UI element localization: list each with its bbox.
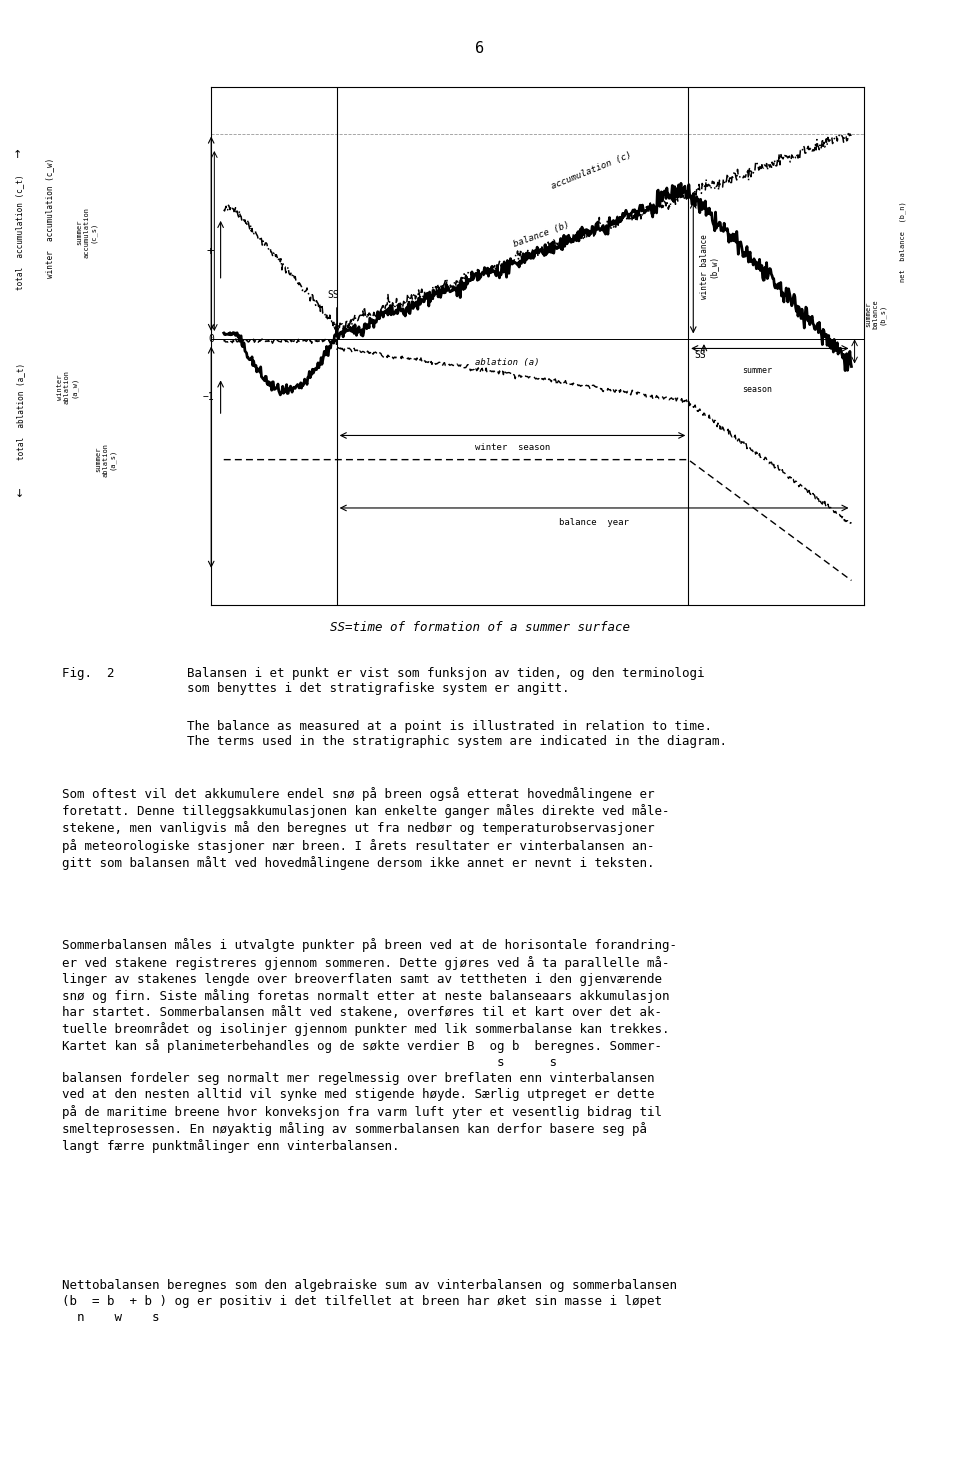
Text: total  ablation (a_t): total ablation (a_t) — [16, 363, 26, 460]
Text: balance  year: balance year — [559, 517, 629, 527]
Text: Balansen i et punkt er vist som funksjon av tiden, og den terminologi
som benytt: Balansen i et punkt er vist som funksjon… — [187, 667, 705, 695]
Text: total  accumulation (c_t): total accumulation (c_t) — [14, 175, 24, 290]
Text: summer: summer — [742, 366, 772, 374]
Text: Fig.  2: Fig. 2 — [62, 667, 115, 680]
Text: summer
ablation
(a_s): summer ablation (a_s) — [95, 443, 116, 476]
Text: season: season — [742, 385, 772, 393]
Text: balance (b): balance (b) — [513, 220, 571, 249]
Text: ↑: ↑ — [12, 150, 22, 160]
Text: SS: SS — [694, 350, 707, 360]
Text: net  balance  (b_n): net balance (b_n) — [900, 201, 905, 283]
Text: +: + — [206, 245, 214, 258]
Text: summer
balance
(b_s): summer balance (b_s) — [865, 300, 886, 329]
Text: winter balance: winter balance — [700, 235, 708, 299]
Text: Som oftest vil det akkumulere endel snø på breen også etterat hovedmålingene er
: Som oftest vil det akkumulere endel snø … — [62, 787, 670, 870]
Text: 6: 6 — [475, 41, 485, 55]
Text: Nettobalansen beregnes som den algebraiske sum av vinterbalansen og sommerbalans: Nettobalansen beregnes som den algebrais… — [62, 1279, 678, 1324]
Text: accumulation (c): accumulation (c) — [550, 150, 634, 191]
Text: 0: 0 — [208, 334, 214, 344]
Text: Sommerbalansen måles i utvalgte punkter på breen ved at de horisontale forandrin: Sommerbalansen måles i utvalgte punkter … — [62, 938, 678, 1152]
Text: ablation (a): ablation (a) — [475, 358, 540, 367]
Text: summer
accumulation
(c_s): summer accumulation (c_s) — [76, 207, 97, 258]
Text: winter
ablation
(a_w): winter ablation (a_w) — [57, 370, 78, 404]
Text: SS: SS — [327, 290, 339, 300]
Text: The balance as measured at a point is illustrated in relation to time.
The terms: The balance as measured at a point is il… — [187, 720, 728, 747]
Text: (b_w): (b_w) — [708, 255, 717, 278]
Text: winter  season: winter season — [475, 443, 550, 452]
Text: SS=time of formation of a summer surface: SS=time of formation of a summer surface — [330, 621, 630, 634]
Text: winter  accumulation (c_w): winter accumulation (c_w) — [45, 157, 55, 278]
Text: ↓: ↓ — [14, 488, 24, 498]
Text: −1: −1 — [203, 392, 214, 402]
